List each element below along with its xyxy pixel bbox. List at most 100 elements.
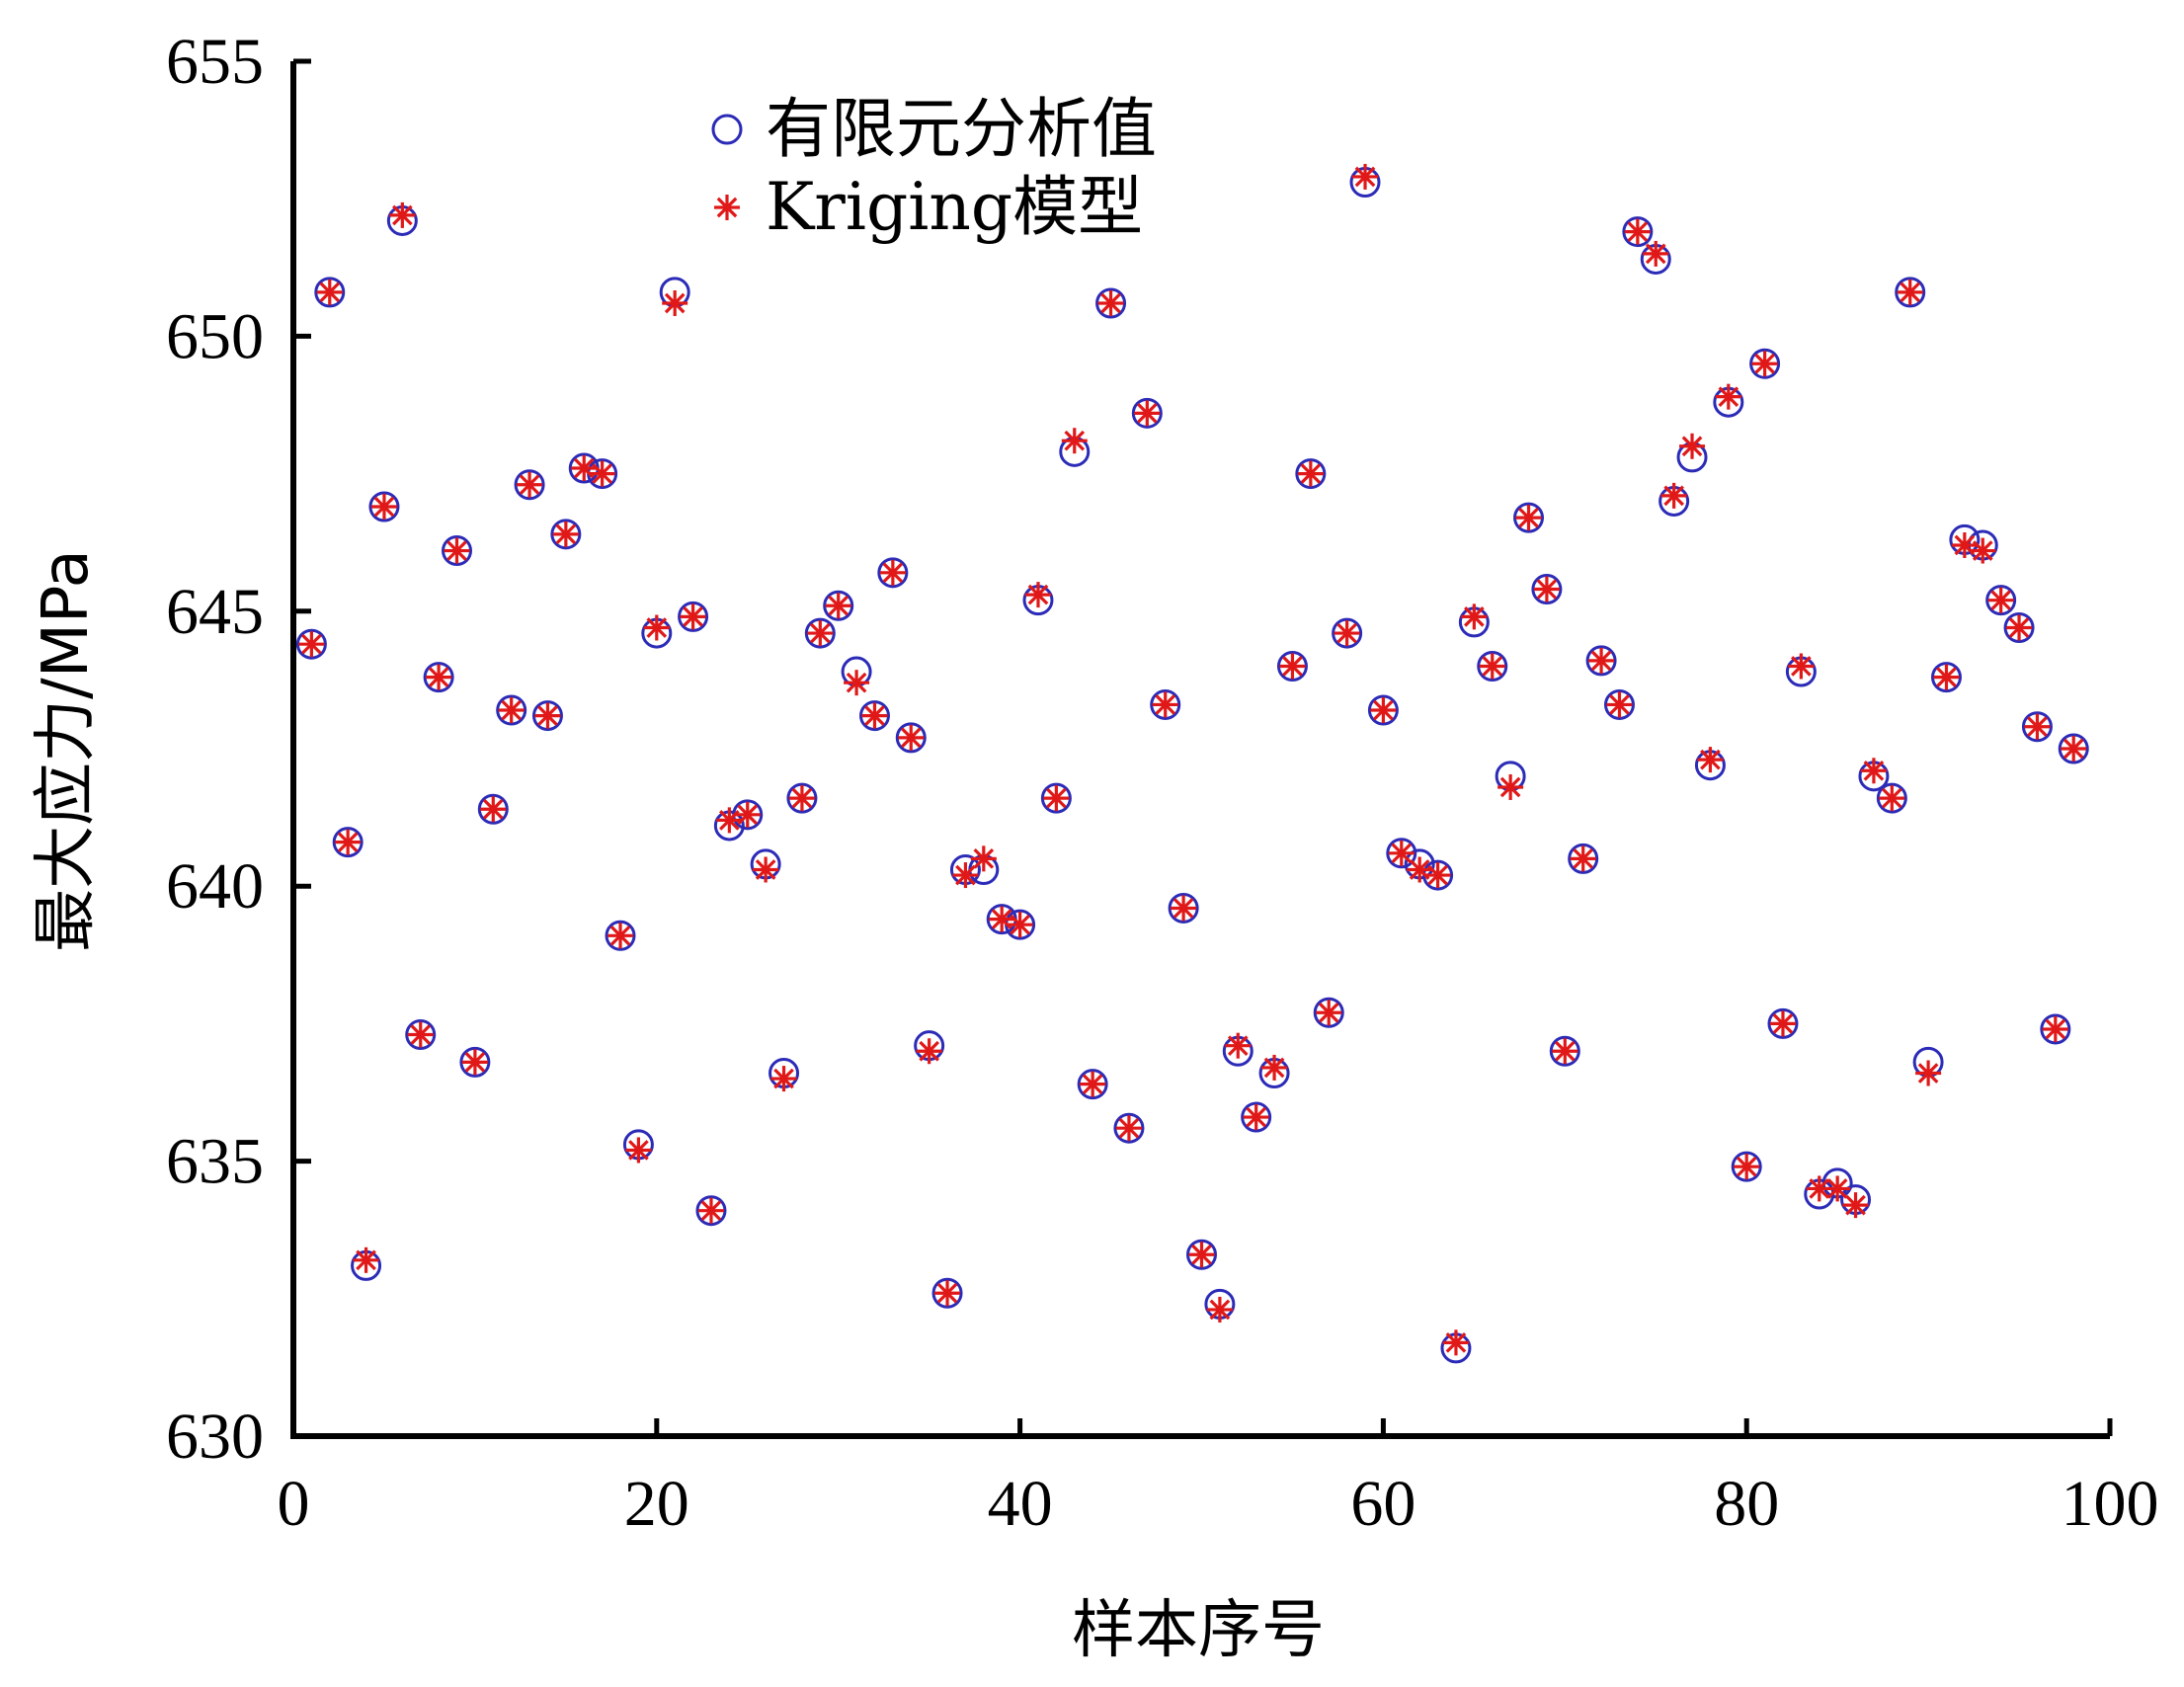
asterisk-stroke [1972, 540, 1993, 561]
kriging-point [1660, 482, 1687, 509]
asterisk-stroke [828, 595, 849, 616]
fea-point [1313, 997, 1344, 1028]
asterisk-stroke [1336, 622, 1357, 644]
kriging-point [534, 702, 561, 729]
asterisk-stroke [936, 1282, 958, 1304]
asterisk-stroke [737, 804, 759, 826]
legend: 有限元分析值 Kriging模型 [711, 91, 1157, 245]
kriging-point [607, 923, 634, 949]
asterisk-stroke [1718, 386, 1739, 407]
asterisk-stroke [482, 798, 504, 820]
asterisk-stroke [1354, 166, 1376, 188]
x-tick-label: 40 [988, 1468, 1053, 1540]
asterisk-stroke [1917, 1063, 1939, 1084]
asterisk-stroke [319, 281, 341, 303]
fea-point [1131, 397, 1163, 429]
fea-point [1549, 1035, 1580, 1067]
fea-point [605, 920, 636, 951]
series-1 [298, 163, 2087, 1356]
kriging-point [1352, 163, 1379, 190]
fea-point [1622, 216, 1654, 248]
fea-point [2058, 733, 2089, 764]
kriging-point [1970, 537, 1996, 564]
fea-point [1276, 650, 1308, 682]
asterisk-stroke [1046, 787, 1067, 809]
kriging-point [571, 455, 598, 482]
kriging-point [1769, 1010, 1796, 1037]
kriging-point [1007, 912, 1033, 938]
asterisk-stroke [700, 1200, 722, 1222]
fea-point [1895, 277, 1926, 308]
asterisk-stroke [1010, 914, 1030, 935]
kriging-point [1879, 785, 1905, 812]
kriging-point [498, 697, 525, 724]
asterisk-stroke [1681, 436, 1703, 457]
kriging-point [1497, 773, 1524, 800]
asterisk-stroke [1118, 1117, 1140, 1139]
axes: 630 635 640 645 650 655 0 20 40 60 80 100 [166, 26, 2159, 1540]
fea-point [295, 628, 327, 660]
asterisk-stroke [301, 633, 322, 655]
kriging-point [770, 1066, 797, 1092]
kriging-point [1134, 400, 1161, 427]
asterisk-stroke [1173, 898, 1194, 919]
kriging-point [844, 670, 870, 696]
asterisk-stroke [1300, 463, 1322, 484]
asterisk-stroke [991, 909, 1012, 929]
asterisk-stroke [846, 672, 867, 693]
kriging-point [1788, 653, 1815, 680]
kriging-point [1897, 279, 1923, 305]
kriging-point [1297, 460, 1324, 487]
x-tick-label: 60 [1350, 1468, 1416, 1540]
asterisk-stroke [1191, 1244, 1212, 1265]
fea-point [442, 535, 473, 567]
kriging-point [697, 1197, 724, 1224]
kriging-point [1024, 582, 1051, 608]
kriging-point [1860, 758, 1887, 784]
x-tick-label: 0 [278, 1468, 310, 1540]
fea-point [496, 694, 527, 726]
kriging-point [1915, 1060, 1942, 1086]
kriging-point [1316, 1000, 1342, 1026]
x-tick-label: 100 [2062, 1468, 2159, 1540]
asterisk-stroke [791, 787, 813, 809]
asterisk-stroke [955, 864, 976, 886]
kriging-point [1606, 691, 1633, 718]
asterisk-stroke [1137, 403, 1158, 424]
kriging-point [1515, 505, 1542, 531]
fea-point [1095, 287, 1127, 319]
asterisk-stroke [683, 606, 703, 627]
kriging-point [898, 724, 925, 751]
kriging-point [1171, 895, 1197, 922]
kriging-point [1552, 1038, 1578, 1065]
asterisk-stroke [1064, 430, 1086, 451]
y-tick-label: 640 [166, 850, 264, 923]
kriging-point [1043, 785, 1070, 812]
kriging-point [370, 494, 397, 521]
asterisk-stroke [1936, 667, 1957, 687]
x-tick-label: 80 [1714, 1468, 1779, 1540]
asterisk-stroke [2063, 738, 2084, 760]
asterisk-stroke [428, 667, 449, 687]
x-ticks: 0 20 40 60 80 100 [278, 1418, 2159, 1540]
asterisk-stroke [1482, 656, 1503, 677]
asterisk-stroke [337, 832, 359, 852]
kriging-point [1206, 1296, 1233, 1323]
kriging-point [753, 856, 779, 883]
fea-point [1040, 782, 1072, 814]
asterisk-stroke [1627, 221, 1649, 242]
asterisk-stroke [2027, 716, 2048, 738]
fea-point [1585, 645, 1617, 677]
asterisk-stroke [1100, 292, 1121, 314]
kriging-point [353, 1246, 379, 1273]
y-tick-label: 645 [166, 576, 264, 648]
fea-point [678, 601, 709, 632]
asterisk-stroke [1809, 1178, 1830, 1199]
y-tick-label: 655 [166, 26, 264, 98]
x-tick-label: 20 [624, 1468, 689, 1540]
asterisk-stroke [1609, 694, 1630, 715]
fea-point [895, 722, 927, 754]
kriging-point [2061, 736, 2087, 762]
asterisk-stroke [555, 523, 577, 545]
